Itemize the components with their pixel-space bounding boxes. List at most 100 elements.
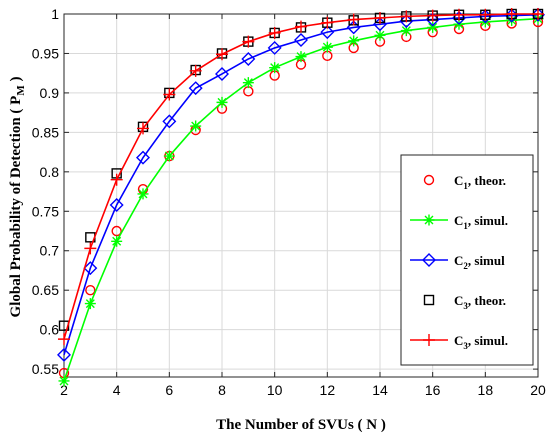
series-2-point	[374, 29, 386, 41]
series-5-point	[295, 20, 307, 33]
series-5-point	[532, 8, 544, 20]
y-tick-label: 0.9	[40, 85, 60, 101]
legend-label-subscript: 3	[463, 341, 468, 351]
series-3-point	[57, 347, 71, 362]
y-axis-title: Global Probability of Detection ( PM )	[8, 77, 27, 318]
y-tick-label: 0.95	[32, 45, 59, 61]
series-2-point	[427, 21, 439, 33]
series-3-point	[215, 66, 229, 81]
series-3-point	[241, 51, 256, 66]
series-2-point	[58, 375, 70, 387]
series-5-point	[216, 48, 228, 61]
legend-entry-2: C1, simul.	[410, 213, 508, 231]
legend-label-subscript: 1	[463, 221, 468, 231]
series-3-point	[162, 114, 177, 129]
series-2-point	[163, 150, 175, 162]
legend-marker	[423, 214, 435, 226]
y-tick-label: 0.8	[40, 164, 60, 180]
x-tick-label: 12	[320, 382, 336, 398]
legend-label-main: C	[454, 253, 463, 268]
y-tick-label: 0.75	[32, 203, 59, 219]
series-3-point	[136, 150, 150, 165]
legend-marker	[422, 253, 436, 267]
x-tick-label: 2	[60, 382, 68, 398]
y-tick-label: 0.6	[40, 322, 60, 338]
legend-label-main: C	[454, 293, 463, 308]
legend-label: C1, simul.	[454, 213, 508, 231]
series-5-point	[479, 8, 492, 21]
y-axis-title-end: )	[8, 77, 24, 86]
x-tick-label: 8	[218, 382, 226, 398]
legend-entry-5: C3, simul.	[410, 333, 508, 351]
legend-marker	[423, 334, 435, 346]
y-tick-label: 1	[51, 6, 59, 22]
legend-label-subscript: 1	[463, 181, 468, 191]
series-5-point	[163, 88, 176, 101]
series-1-point	[111, 225, 122, 237]
series-3-point	[267, 40, 282, 55]
series-1-point	[243, 86, 254, 97]
legend-label: C1, theor.	[454, 173, 506, 191]
series-2-point	[111, 235, 123, 247]
series-3-point	[83, 261, 98, 276]
series-5-point	[505, 8, 518, 20]
x-tick-label: 10	[267, 382, 283, 398]
x-axis-title: The Number of SVUs ( N )	[216, 417, 386, 433]
legend-entry-4: C3, theor.	[423, 293, 506, 311]
y-tick-label: 0.85	[32, 124, 59, 140]
y-tick-label: 0.7	[40, 243, 60, 259]
legend-label: C3, theor.	[454, 293, 506, 311]
series-2-point	[137, 188, 149, 200]
y-axis-title-subscript: M	[15, 85, 27, 96]
series-3-point	[294, 33, 308, 48]
legend-label-subscript: 3	[463, 301, 468, 311]
legend-label-rest: , simul	[468, 253, 505, 268]
series-5-point	[268, 26, 281, 39]
series-2-point	[295, 51, 307, 63]
y-tick-label: 0.55	[32, 361, 59, 377]
x-tick-label: 16	[425, 382, 441, 398]
legend-marker	[423, 294, 435, 306]
series-group	[57, 7, 545, 387]
legend-label-rest: , simul.	[468, 213, 508, 228]
series-2-point	[506, 14, 518, 26]
legend-marker	[423, 174, 435, 186]
series-1-point	[85, 284, 96, 296]
x-tick-label: 18	[478, 382, 494, 398]
legend-label-rest: , theor.	[468, 293, 506, 308]
series-5	[58, 8, 544, 346]
y-axis-title-main: Global Probability of Detection ( P	[8, 96, 24, 318]
legend-label-main: C	[454, 333, 463, 348]
series-2-point	[216, 96, 228, 108]
x-tick-label: 4	[113, 382, 121, 398]
legend-label-main: C	[454, 213, 463, 228]
y-tick-label: 0.65	[32, 282, 59, 298]
series-2-point	[242, 77, 254, 89]
series-2-point	[84, 298, 96, 310]
series-5-point	[110, 173, 123, 186]
series-2-point	[348, 35, 360, 47]
legend-entry-1: C1, theor.	[423, 173, 506, 191]
series-5-point	[374, 11, 386, 24]
series-5-point	[84, 242, 97, 255]
axis-ticks: 2 4 6 8 10 12 14 16 18 200.550.60.650.70.750.80.8…	[32, 6, 546, 398]
series-5-point	[189, 64, 202, 77]
legend-label: C2, simul	[454, 253, 505, 271]
series-5-point	[321, 16, 334, 29]
series-5-point	[426, 9, 439, 22]
legend-entry-3: C2, simul	[410, 253, 505, 271]
series-5-point	[400, 10, 413, 23]
series-2-point	[269, 62, 281, 74]
x-tick-label: 20	[530, 382, 546, 398]
series-5-point	[242, 35, 255, 48]
series-2-point	[400, 25, 412, 37]
series-2-point	[190, 120, 202, 132]
series-2-point	[321, 41, 333, 53]
legend-label-rest: , simul.	[468, 333, 508, 348]
series-3-point	[320, 25, 335, 40]
series-5-point	[58, 333, 70, 346]
series-5-point	[453, 8, 465, 21]
